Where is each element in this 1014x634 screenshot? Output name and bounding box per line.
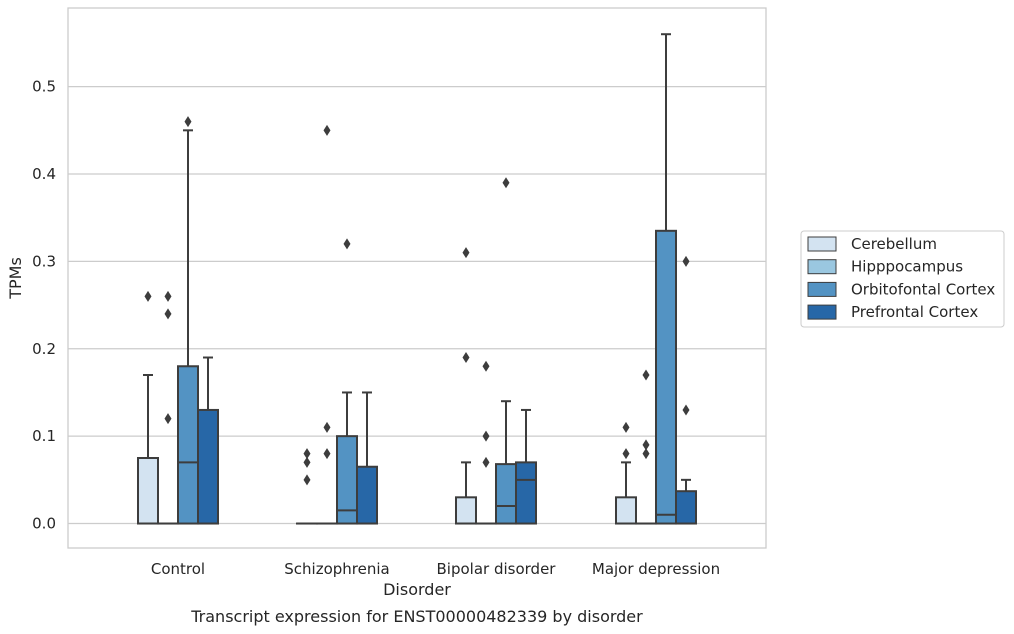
y-tick-label: 0.0 xyxy=(32,515,56,533)
box-rect xyxy=(197,408,219,525)
outlier-point xyxy=(642,369,650,381)
outlier-point xyxy=(343,238,351,250)
legend: Cerebellum Hipppocampus Orbitofontal Corte… xyxy=(800,230,1005,328)
legend-label: Orbitofontal Cortex xyxy=(851,280,995,298)
outlier-point xyxy=(502,177,510,189)
outlier-point xyxy=(164,413,172,425)
legend-label: Prefrontal Cortex xyxy=(851,303,978,321)
box-rect xyxy=(655,229,677,525)
outlier-point xyxy=(462,352,470,364)
outlier-point xyxy=(622,448,630,460)
outlier-point xyxy=(482,456,490,468)
box-rect xyxy=(675,490,697,525)
x-tick-label: Major depression xyxy=(592,560,720,578)
legend-swatch xyxy=(807,281,837,297)
y-tick-label: 0.1 xyxy=(32,427,56,445)
y-tick-label: 0.4 xyxy=(32,165,56,183)
outlier-point xyxy=(144,290,152,302)
outlier-point xyxy=(323,124,331,136)
outlier-point xyxy=(622,421,630,433)
legend-label: Cerebellum xyxy=(851,235,937,253)
outlier-point xyxy=(164,308,172,320)
y-tick-labels: 0.0 0.1 0.2 0.3 0.4 0.5 xyxy=(32,78,56,533)
outlier-point xyxy=(482,430,490,442)
x-tick-labels: Control Schizophrenia Bipolar disorder Majo… xyxy=(151,560,720,578)
outlier-point xyxy=(184,116,192,128)
outlier-point xyxy=(164,290,172,302)
box-rect xyxy=(615,496,637,525)
y-axis-title: TPMs xyxy=(6,257,25,300)
outlier-point xyxy=(323,421,331,433)
outlier-point xyxy=(462,247,470,259)
chart-caption: Transcript expression for ENST0000048233… xyxy=(190,607,643,626)
box-rect xyxy=(137,457,159,525)
plot-frame xyxy=(67,7,767,549)
legend-frame xyxy=(800,230,1005,328)
outlier-point xyxy=(642,439,650,451)
outlier-point xyxy=(482,360,490,372)
box-rect xyxy=(177,365,199,525)
x-tick-label: Control xyxy=(151,560,205,578)
outlier-point xyxy=(303,448,311,460)
y-tick-label: 0.5 xyxy=(32,78,56,96)
outlier-point xyxy=(682,404,690,416)
legend-swatch xyxy=(807,259,837,275)
box-rect xyxy=(356,465,378,525)
y-tick-label: 0.2 xyxy=(32,340,56,358)
legend-swatch xyxy=(807,236,837,252)
outlier-point xyxy=(303,456,311,468)
x-axis-title: Disorder xyxy=(383,580,451,599)
box-rect xyxy=(455,496,477,525)
plot-boxes xyxy=(137,33,697,525)
y-tick-label: 0.3 xyxy=(32,252,56,270)
outlier-point xyxy=(303,474,311,486)
x-tick-label: Bipolar disorder xyxy=(437,560,557,578)
box-rect xyxy=(515,461,537,525)
outlier-point xyxy=(323,448,331,460)
outlier-point xyxy=(642,448,650,460)
x-tick-label: Schizophrenia xyxy=(284,560,389,578)
legend-swatch xyxy=(807,304,837,320)
legend-label: Hipppocampus xyxy=(851,258,963,276)
box-rect xyxy=(495,463,517,525)
outlier-point xyxy=(682,255,690,267)
